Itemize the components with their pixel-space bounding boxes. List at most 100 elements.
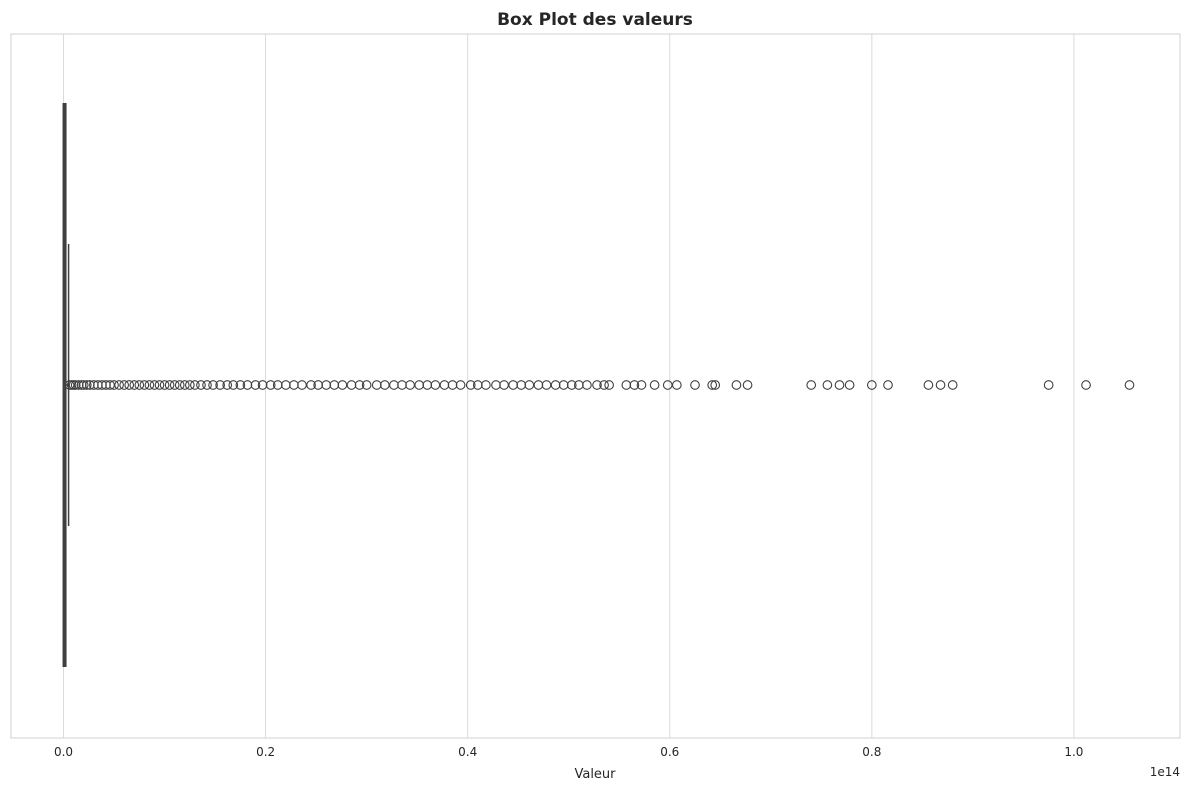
outlier-point: [149, 380, 160, 390]
outlier-point: [169, 380, 180, 390]
outlier-point: [109, 380, 119, 390]
outlier-points: [64, 380, 1135, 390]
outlier-point: [731, 380, 742, 390]
outlier-point: [883, 380, 893, 390]
x-tick-label: 0.8: [862, 745, 881, 759]
outlier-point: [196, 380, 206, 390]
outlier-point: [834, 380, 845, 390]
x-tick-label: 1.0: [1064, 745, 1083, 759]
outlier-point: [144, 380, 155, 390]
outlier-point: [346, 380, 357, 390]
x-tick-label: 0.6: [660, 745, 679, 759]
outlier-point: [566, 380, 577, 390]
outlier-point: [329, 380, 340, 390]
outlier-point: [844, 380, 855, 390]
outlier-point: [306, 380, 316, 390]
outlier-point: [159, 380, 170, 390]
outlier-point: [379, 380, 390, 390]
outlier-point: [707, 380, 718, 390]
grid-lines: [63, 34, 1075, 738]
outlier-point: [582, 380, 592, 390]
outlier-point: [280, 380, 291, 390]
outlier-point: [662, 380, 673, 390]
plot-area: [10, 33, 1181, 739]
outlier-point: [289, 380, 299, 390]
outlier-point: [935, 380, 946, 390]
outlier-point: [649, 380, 660, 390]
outlier-point: [447, 380, 458, 390]
x-tick-label: 0.2: [256, 745, 275, 759]
outlier-point: [923, 380, 934, 390]
outlier-point: [629, 380, 640, 390]
outlier-point: [455, 380, 466, 390]
outlier-point: [228, 380, 239, 390]
outlier-point: [742, 380, 753, 390]
outlier-point: [235, 380, 246, 390]
outlier-point: [119, 380, 130, 390]
outlier-point: [154, 380, 165, 390]
outlier-point: [371, 380, 382, 390]
outlier-point: [558, 380, 569, 390]
outlier-point: [190, 380, 200, 390]
outlier-point: [541, 380, 552, 390]
outlier-point: [621, 380, 632, 390]
outlier-point: [430, 380, 441, 390]
outlier-point: [81, 380, 92, 390]
outlier-point: [354, 380, 365, 390]
outlier-point: [806, 380, 817, 390]
outlier-point: [491, 380, 501, 390]
outlier-point: [636, 380, 647, 390]
outlier-point: [250, 380, 261, 390]
outlier-point: [422, 380, 433, 390]
outlier-point: [465, 380, 476, 390]
outlier-point: [405, 380, 415, 390]
outlier-point: [690, 380, 700, 390]
outlier-point: [321, 380, 332, 390]
outlier-point: [174, 380, 185, 390]
outlier-point: [516, 380, 527, 390]
outlier-point: [866, 380, 877, 390]
outlier-point: [533, 380, 544, 390]
outlier-point: [114, 380, 124, 390]
outlier-point: [179, 380, 190, 390]
outlier-point: [139, 380, 150, 390]
outlier-point: [1081, 380, 1091, 390]
outlier-point: [208, 380, 218, 390]
x-tick-labels: 0.0 0.2 0.4 0.6 0.8 1.0: [54, 745, 1083, 759]
outlier-point: [337, 380, 348, 390]
outlier-point: [215, 380, 225, 390]
outlier-point: [1043, 380, 1054, 390]
outlier-point: [265, 380, 276, 390]
outlier-point: [1124, 380, 1135, 390]
outlier-point: [202, 380, 212, 390]
outlier-point: [78, 380, 89, 390]
outlier-point: [710, 380, 721, 390]
outlier-point: [508, 380, 519, 390]
x-axis-label: Valeur: [574, 767, 616, 782]
outlier-point: [414, 380, 425, 390]
outlier-point: [947, 380, 958, 390]
outlier-point: [524, 380, 535, 390]
outlier-point: [184, 380, 195, 390]
outlier-point: [124, 380, 135, 390]
outlier-point: [397, 380, 407, 390]
outlier-point: [134, 380, 145, 390]
outlier-point: [129, 380, 140, 390]
outlier-point: [389, 380, 399, 390]
outlier-point: [222, 380, 233, 390]
outlier-point: [297, 380, 307, 390]
x-tick-label: 0.4: [458, 745, 477, 759]
outlier-point: [671, 380, 682, 390]
outlier-point: [550, 380, 561, 390]
outlier-point: [164, 380, 175, 390]
outlier-point: [604, 380, 614, 390]
outlier-point: [599, 380, 609, 390]
outlier-point: [361, 380, 372, 390]
chart-title: Box Plot des valeurs: [497, 10, 693, 30]
outlier-point: [822, 380, 833, 390]
outlier-point: [439, 380, 450, 390]
x-tick-label: 0.0: [54, 745, 73, 759]
outlier-point: [481, 380, 491, 390]
x-axis-offset-label: 1e14: [1150, 765, 1180, 779]
